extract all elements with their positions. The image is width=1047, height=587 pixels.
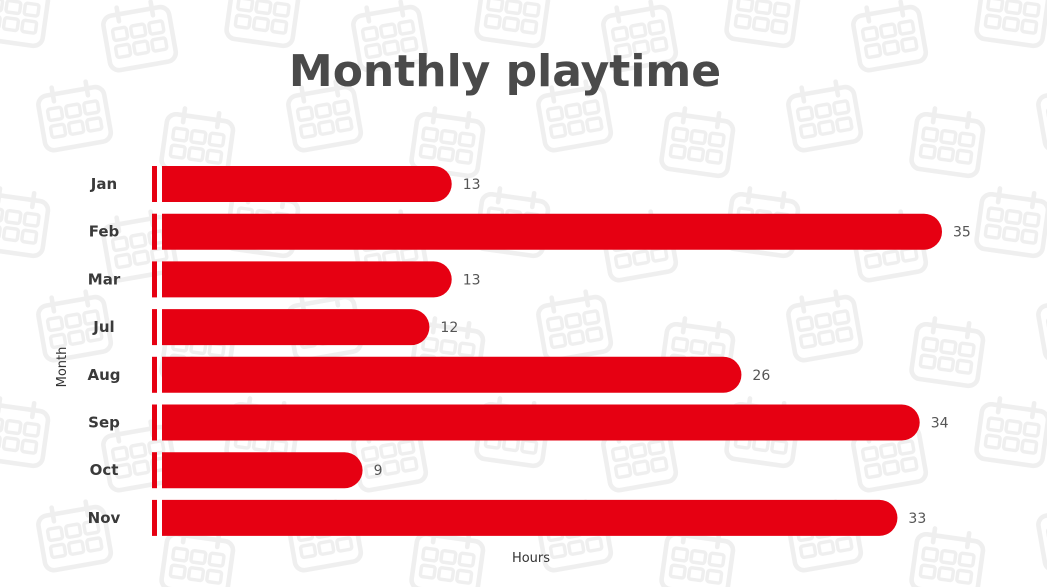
bar-baseline-stub <box>152 404 157 441</box>
chart-title: Monthly playtime <box>289 46 721 97</box>
category-label: Jan <box>90 175 117 193</box>
bar-baseline-stub <box>152 166 157 202</box>
bar-aug <box>162 356 742 393</box>
bar-jan <box>162 166 452 202</box>
bar-baseline-stub <box>152 261 157 298</box>
bars-group: Jan 13 Feb 35 Mar 13 Jul 12 Aug 26 Sep 34 Oct 9 Nov 33 <box>87 166 971 536</box>
value-label: 13 <box>463 177 481 193</box>
category-label: Oct <box>90 461 119 479</box>
category-label: Feb <box>89 223 120 241</box>
value-label: 34 <box>931 416 949 432</box>
bar-baseline-stub <box>152 213 157 250</box>
bar-sep <box>162 404 920 441</box>
value-label: 35 <box>953 225 971 241</box>
bar-baseline-stub <box>152 452 157 489</box>
category-label: Nov <box>88 509 121 527</box>
y-axis-label: Month <box>55 347 70 388</box>
bar-jul <box>162 309 430 346</box>
category-label: Sep <box>88 414 120 432</box>
value-label: 12 <box>440 320 458 336</box>
bar-oct <box>162 452 363 489</box>
category-label: Aug <box>87 366 120 384</box>
bar-mar <box>162 261 452 298</box>
value-label: 13 <box>463 272 481 288</box>
bar-feb <box>162 213 942 250</box>
bar-baseline-stub <box>152 309 157 346</box>
bar-baseline-stub <box>152 499 157 536</box>
x-axis-label: Hours <box>512 551 550 566</box>
category-label: Jul <box>92 318 114 336</box>
value-label: 9 <box>374 463 383 479</box>
bar-baseline-stub <box>152 356 157 393</box>
value-label: 33 <box>908 511 926 527</box>
category-label: Mar <box>88 270 121 288</box>
bar-nov <box>162 499 898 536</box>
value-label: 26 <box>752 368 770 384</box>
